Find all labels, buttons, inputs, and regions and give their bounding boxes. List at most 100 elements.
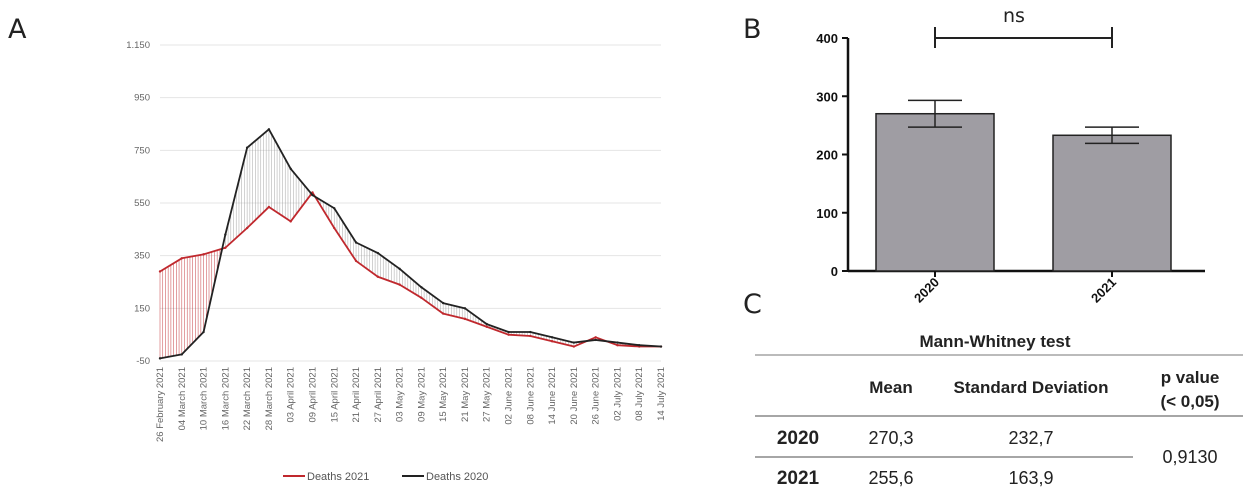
- cell-sd-2021: 163,9: [1008, 468, 1053, 488]
- error-bar-2020: [908, 99, 962, 128]
- data-point: [420, 296, 423, 299]
- x-tick-label: 03 May 2021: [395, 367, 406, 422]
- data-point: [289, 167, 292, 170]
- data-point: [550, 340, 554, 343]
- data-point: [594, 336, 597, 339]
- x-tick-label: 14 June 2021: [547, 367, 558, 425]
- header-standard-deviation: Standard Deviation: [954, 378, 1109, 397]
- legend-label-deaths-2020: Deaths 2020: [426, 471, 488, 483]
- data-point: [158, 270, 162, 273]
- data-point: [507, 333, 510, 336]
- data-point: [354, 241, 358, 244]
- table-title: Mann-Whitney test: [919, 332, 1070, 351]
- data-point: [529, 334, 532, 338]
- data-point: [267, 205, 271, 209]
- y-tick-label: 200: [816, 148, 838, 163]
- data-point: [398, 267, 401, 271]
- panel-a-legend: Deaths 2021 Deaths 2020: [283, 471, 488, 483]
- data-point: [224, 233, 227, 236]
- panel-c-table: Mann-Whitney test Mean Standard Deviatio…: [755, 332, 1243, 489]
- series-line: [159, 191, 661, 348]
- panel-a-difference-hatching: [159, 129, 659, 359]
- data-point: [224, 246, 227, 249]
- significance-label: ns: [1003, 5, 1025, 27]
- data-point: [485, 325, 488, 328]
- error-bar-2021: [1085, 126, 1139, 145]
- data-point: [463, 307, 467, 310]
- x-tick-label: 22 March 2021: [242, 367, 253, 430]
- data-point: [333, 226, 336, 230]
- data-point: [550, 336, 554, 339]
- series-line: [159, 128, 662, 360]
- data-point: [441, 301, 445, 305]
- x-tick-label: 08 June 2021: [525, 367, 536, 425]
- y-tick-label: 300: [816, 89, 838, 104]
- x-tick-label: 27 May 2021: [482, 367, 493, 422]
- y-tick-label: 150: [134, 303, 150, 314]
- header-mean: Mean: [869, 378, 912, 397]
- x-tick-label: 15 April 2021: [329, 367, 340, 422]
- x-tick-label: 02 July 2021: [612, 367, 623, 421]
- bar-2020: [875, 112, 995, 272]
- cell-mean-2021: 255,6: [868, 468, 913, 488]
- cell-p-value: 0,9130: [1162, 447, 1217, 467]
- series-deaths-2021: [158, 191, 663, 348]
- y-tick-label: 950: [134, 93, 150, 104]
- panel-b-bars: 2020 2021: [875, 99, 1172, 306]
- panel-a-series-lines: [158, 128, 663, 360]
- data-point: [180, 257, 183, 260]
- x-tick-label: 15 May 2021: [438, 367, 449, 422]
- data-point: [507, 330, 510, 334]
- panel-a-x-axis-ticks: 26 February 2021 04 March 2021 10 March 20…: [155, 367, 667, 442]
- row-label-2021: 2021: [777, 468, 820, 489]
- x-tick-label: 08 July 2021: [634, 367, 645, 421]
- data-point: [202, 330, 205, 334]
- x-tick-label: 09 May 2021: [416, 367, 427, 422]
- y-tick-label: 550: [134, 198, 150, 209]
- series-deaths-2020: [158, 128, 663, 360]
- panel-label-c: C: [743, 289, 762, 320]
- data-point: [267, 128, 271, 131]
- data-point: [245, 146, 249, 149]
- data-point: [333, 207, 336, 210]
- data-point: [616, 341, 619, 344]
- data-point: [572, 341, 576, 344]
- x-tick-label-2020: 2020: [911, 275, 942, 306]
- data-point: [180, 353, 183, 356]
- data-point: [311, 193, 314, 197]
- x-tick-label: 02 June 2021: [504, 367, 515, 425]
- y-tick-label: -50: [136, 356, 150, 367]
- x-tick-label: 10 March 2021: [199, 367, 210, 430]
- panel-a-y-axis-ticks: 1.150 950 750 550 350 150 -50: [126, 40, 150, 367]
- header-p-value: p value: [1161, 368, 1220, 387]
- data-point: [638, 344, 641, 347]
- y-tick-label: 350: [134, 251, 150, 262]
- data-point: [463, 317, 467, 321]
- panel-label-a: A: [8, 14, 27, 45]
- data-point: [485, 322, 488, 326]
- y-tick-label: 0: [831, 264, 838, 279]
- header-p-value-threshold: (< 0,05): [1160, 392, 1219, 411]
- x-tick-label: 16 March 2021: [220, 367, 231, 430]
- panel-label-b: B: [743, 14, 762, 45]
- x-tick-label: 03 April 2021: [286, 367, 297, 422]
- data-point: [398, 283, 401, 286]
- data-point: [529, 330, 532, 334]
- data-point: [354, 259, 358, 263]
- x-tick-label: 21 April 2021: [351, 367, 362, 422]
- data-point: [616, 344, 619, 347]
- data-point: [572, 345, 576, 348]
- x-tick-label: 26 June 2021: [591, 367, 602, 425]
- y-tick-label: 1.150: [126, 40, 150, 51]
- legend-label-deaths-2021: Deaths 2021: [307, 471, 369, 483]
- y-tick-label: 400: [816, 31, 838, 46]
- data-point: [420, 286, 423, 289]
- data-point: [594, 338, 597, 342]
- cell-mean-2020: 270,3: [868, 428, 913, 448]
- x-tick-label: 20 June 2021: [569, 367, 580, 425]
- data-point: [202, 253, 205, 256]
- cell-sd-2020: 232,7: [1008, 428, 1053, 448]
- y-tick-label: 750: [134, 145, 150, 156]
- data-point: [441, 312, 445, 315]
